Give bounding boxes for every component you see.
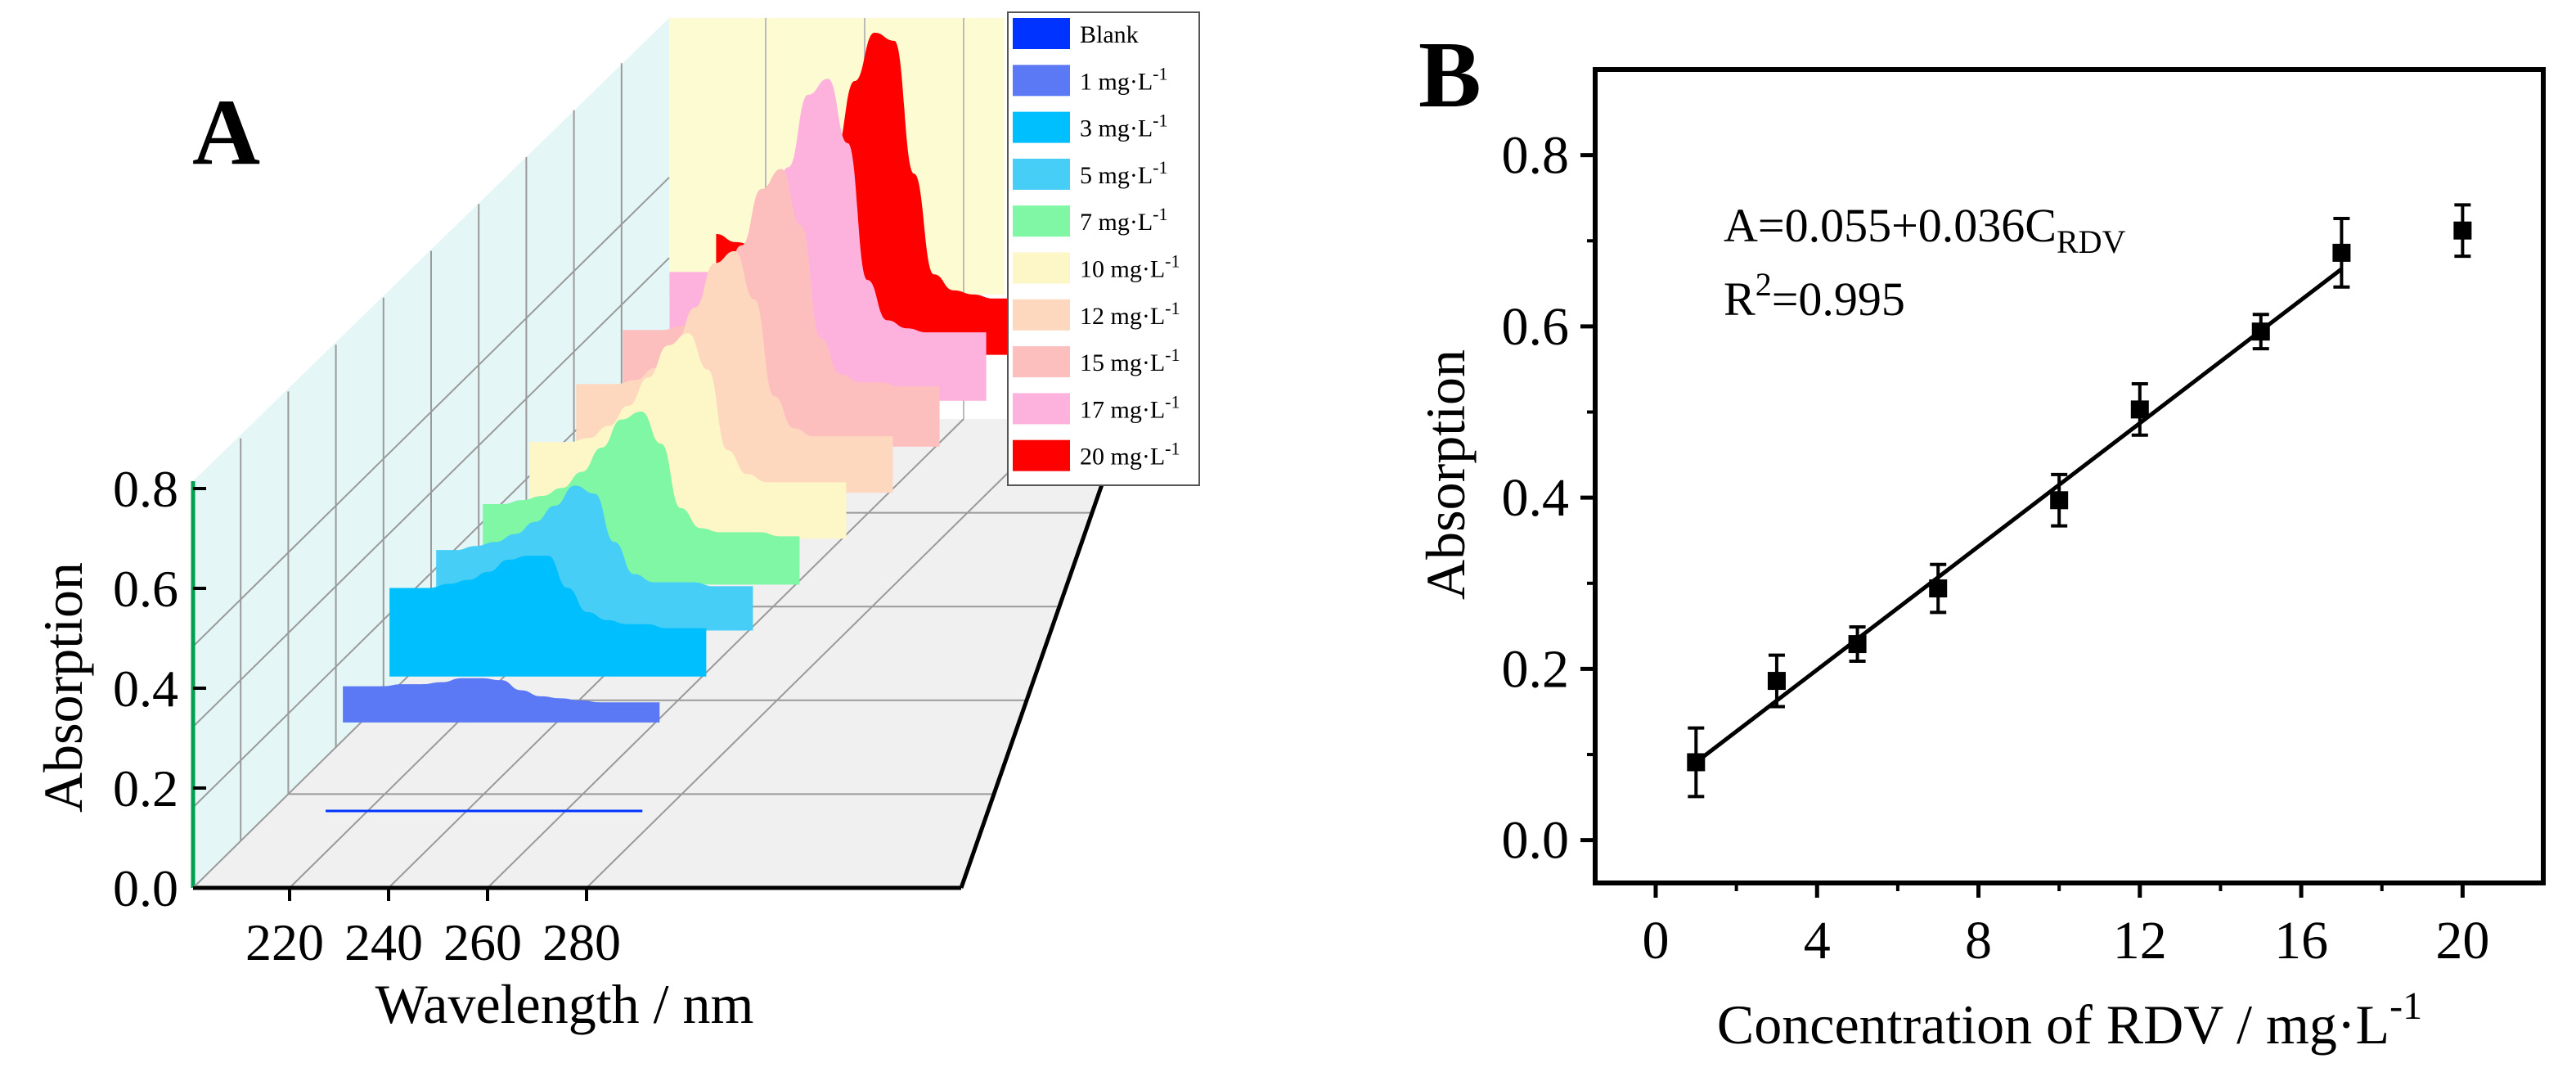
panel-b-x-tick-label: 16 [2274, 911, 2328, 971]
panel-a-y-label: Absorption [32, 562, 94, 813]
legend-swatch [1013, 158, 1070, 190]
panel-a-x-tick-label: 280 [542, 913, 621, 971]
legend-entry: 17 mg·L-1 [1080, 391, 1180, 423]
panel-b-points [1687, 203, 2472, 799]
legend-label-sup: -1 [1153, 157, 1167, 178]
legend-swatch [1013, 393, 1070, 425]
panel-b-y-tick-label: 0.6 [1502, 297, 1570, 357]
panel-a-x-label: Wavelength / nm [375, 973, 754, 1035]
fit-line [1694, 267, 2343, 764]
legend-swatch [1013, 299, 1070, 331]
equation-main: A=0.055+0.036C [1724, 199, 2057, 252]
legend-entry: 12 mg·L-1 [1080, 298, 1180, 330]
panel-b-x-tick-label: 12 [2113, 911, 2167, 971]
legend-entry: 1 mg·L-1 [1080, 63, 1167, 95]
legend-label: 15 mg·L [1080, 349, 1165, 376]
panel-b-y-tick-label: 0.4 [1502, 468, 1570, 528]
legend-entry: 7 mg·L-1 [1080, 204, 1167, 236]
panel-b-y-tick-label: 0.0 [1502, 811, 1570, 871]
data-point [1929, 579, 1948, 598]
panel-b-y-tick-label: 0.8 [1502, 126, 1570, 186]
panel-a-x-tick-label: 260 [443, 913, 522, 971]
panel-b-ticks: 0 4 8 12 16 20 0.0 0.2 0.4 0.6 0.8 [1502, 126, 2490, 971]
legend-label-sup: -1 [1165, 345, 1180, 365]
legend-label-sup: -1 [1153, 110, 1167, 131]
panel-b-label: B [1418, 23, 1481, 127]
legend-label: 10 mg·L [1080, 256, 1165, 283]
series-2 [389, 556, 707, 677]
legend-swatch [1013, 252, 1070, 284]
legend-label-sup: -1 [1165, 298, 1180, 318]
panel-b-x-tick-label: 4 [1804, 911, 1831, 971]
legend-label-sup: -1 [1165, 391, 1180, 412]
legend-label-sup: -1 [1153, 204, 1167, 224]
panel-a-series [326, 33, 1033, 813]
legend-label: 20 mg·L [1080, 444, 1165, 471]
panel-a-ticks: 0.0 0.2 0.4 0.6 0.8 220 240 260 280 [113, 460, 621, 971]
data-point [2251, 322, 2270, 341]
panel-b-frame [1593, 67, 2546, 885]
legend-swatch [1013, 439, 1070, 471]
panel-a: A 0.0 0.2 0.4 0.6 0.8 220 240 260 280 Wavelength… [32, 11, 1200, 1035]
panel-b-x-tick-label: 8 [1965, 911, 1992, 971]
legend-swatch [1013, 111, 1070, 143]
legend-entry: Blank [1080, 21, 1139, 48]
panel-a-y-tick-label: 0.0 [113, 859, 178, 917]
panel-b-x-tick-label: 0 [1642, 911, 1669, 971]
panel-b-x-tick-label: 20 [2435, 911, 2489, 971]
r-squared-sup: 2 [1756, 266, 1772, 303]
panel-b-y-label: Absorption [1414, 349, 1477, 600]
floor-grid-line [586, 418, 1063, 889]
r-squared-r: R [1724, 272, 1756, 326]
equation-text: A=0.055+0.036CRDV [1724, 199, 2126, 260]
data-point [2130, 400, 2149, 419]
data-point [2453, 221, 2472, 240]
panel-b-x-label-sup: -1 [2389, 984, 2422, 1028]
panel-a-y-tick-label: 0.8 [113, 460, 178, 518]
panel-a-x-tick-label: 240 [344, 913, 423, 971]
panel-b-x-label: Concentration of RDV / mg·L-1 [1717, 984, 2422, 1056]
legend-label-sup: -1 [1165, 251, 1180, 272]
legend-swatch [1013, 65, 1070, 97]
legend-label: 1 mg·L [1080, 68, 1153, 95]
legend-swatch [1013, 18, 1070, 49]
data-point [1687, 753, 1706, 772]
legend-label: Blank [1080, 21, 1139, 48]
legend-label: 5 mg·L [1080, 162, 1153, 189]
panel-a-label: A [192, 80, 260, 184]
legend-entry: 10 mg·L-1 [1080, 251, 1180, 283]
legend-label: 17 mg·L [1080, 396, 1165, 423]
r-squared-text: R2=0.995 [1724, 266, 1905, 326]
legend-swatch [1013, 346, 1070, 378]
legend-entry: 5 mg·L-1 [1080, 157, 1167, 189]
r-squared-value: =0.995 [1772, 272, 1905, 326]
data-point [2050, 491, 2069, 510]
data-point [1767, 672, 1786, 691]
panel-a-y-tick-label: 0.6 [113, 560, 178, 618]
legend-entry: 20 mg·L-1 [1080, 439, 1180, 471]
panel-a-y-tick-label: 0.4 [113, 660, 178, 718]
legend-label: 12 mg·L [1080, 303, 1165, 330]
panel-a-x-tick-label: 220 [245, 913, 324, 971]
series-1 [343, 678, 660, 723]
panel-a-y-tick-label: 0.2 [113, 759, 178, 818]
panel-b: B 0 4 8 12 16 20 0.0 0.2 0.4 0.6 0.8 A=0.055+0.036… [1414, 23, 2546, 1056]
data-point [2332, 243, 2351, 262]
legend-label: 3 mg·L [1080, 115, 1153, 142]
data-point [1848, 635, 1867, 654]
legend-label-sup: -1 [1153, 63, 1167, 83]
equation-subscript: RDV [2057, 223, 2126, 260]
legend-label-sup: -1 [1165, 439, 1180, 459]
panel-b-fit [1694, 267, 2343, 764]
legend-label: 7 mg·L [1080, 209, 1153, 236]
panel-a-depth-axis [959, 418, 1127, 889]
legend-entry: 15 mg·L-1 [1080, 345, 1180, 376]
legend-entry: 3 mg·L-1 [1080, 110, 1167, 142]
panel-b-y-tick-label: 0.2 [1502, 639, 1570, 699]
legend-swatch [1013, 205, 1070, 237]
panel-b-x-label-main: Concentration of RDV / mg·L [1717, 993, 2389, 1056]
